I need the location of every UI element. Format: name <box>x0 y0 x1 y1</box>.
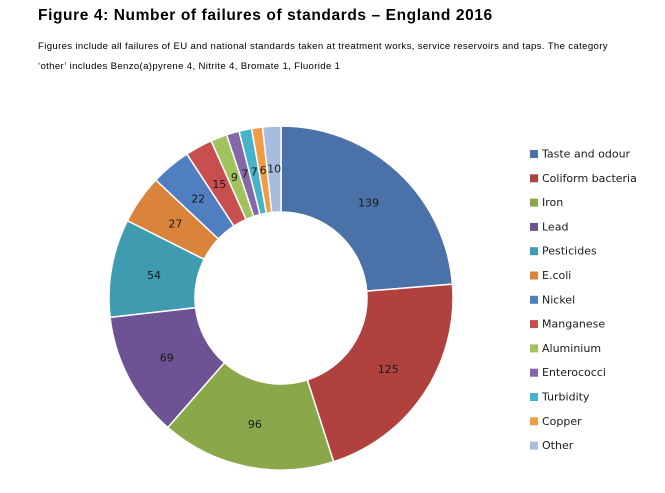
slice-taste-and-odour <box>280 125 454 292</box>
legend-swatch-pesticides <box>530 247 538 256</box>
slice-label-iron: 96 <box>248 418 262 431</box>
legend-label-iron: Iron <box>542 196 563 209</box>
legend-swatch-aluminium <box>530 344 538 353</box>
legend-swatch-iron <box>530 198 538 207</box>
legend-label-taste-and-odour: Taste and odour <box>541 148 631 161</box>
legend-label-coliform-bacteria: Coliform bacteria <box>542 172 637 185</box>
legend-swatch-e-coli <box>530 271 538 280</box>
chart-title: Figure 4: Number of failures of standard… <box>38 7 493 24</box>
slice-label-nickel: 22 <box>191 193 205 206</box>
slice-labels: 139 125 96 69 54 27 22 15 9 7 7 6 10 <box>147 163 399 431</box>
legend-label-e-coli: E.coli <box>542 269 571 282</box>
legend-swatch-copper <box>530 417 538 426</box>
slice-label-enterococci: 7 <box>241 168 248 181</box>
legend-label-copper: Copper <box>542 415 582 428</box>
legend-swatch-enterococci <box>530 368 538 377</box>
legend-swatch-manganese <box>530 320 538 329</box>
legend-label-turbidity: Turbidity <box>541 391 590 404</box>
legend-swatch-nickel <box>530 295 538 304</box>
slice-other <box>261 125 282 214</box>
slice-label-pesticides: 54 <box>147 269 161 282</box>
slice-label-other: 10 <box>267 163 281 176</box>
legend-swatch-coliform-bacteria <box>530 174 538 183</box>
chart-legend: Taste and odour Coliform bacteria Iron Lead… <box>530 148 637 452</box>
slice-label-e-coli: 27 <box>168 217 182 230</box>
donut-slices <box>108 125 454 471</box>
slice-iron <box>166 361 335 471</box>
slice-label-aluminium: 9 <box>231 171 238 184</box>
legend-label-pesticides: Pesticides <box>542 245 597 258</box>
legend-label-other: Other <box>542 439 574 452</box>
slice-label-copper: 6 <box>260 164 267 177</box>
legend-swatch-other <box>530 441 538 450</box>
legend-swatch-lead <box>530 222 538 231</box>
legend-label-lead: Lead <box>542 220 568 233</box>
legend-label-nickel: Nickel <box>542 293 575 306</box>
legend-label-manganese: Manganese <box>542 318 605 331</box>
slice-coliform-bacteria <box>306 283 454 463</box>
slice-label-coliform-bacteria: 125 <box>378 363 399 376</box>
legend-label-aluminium: Aluminium <box>542 342 601 355</box>
legend-swatch-taste-and-odour <box>530 150 538 158</box>
slice-label-manganese: 15 <box>212 178 226 191</box>
chart-subtitle: Figures include all failures of EU and n… <box>38 41 608 72</box>
slice-label-turbidity: 7 <box>251 165 258 178</box>
slice-label-taste-and-odour: 139 <box>358 197 379 210</box>
legend-swatch-turbidity <box>530 393 538 401</box>
legend-label-enterococci: Enterococci <box>542 366 606 379</box>
slice-label-lead: 69 <box>160 351 174 364</box>
